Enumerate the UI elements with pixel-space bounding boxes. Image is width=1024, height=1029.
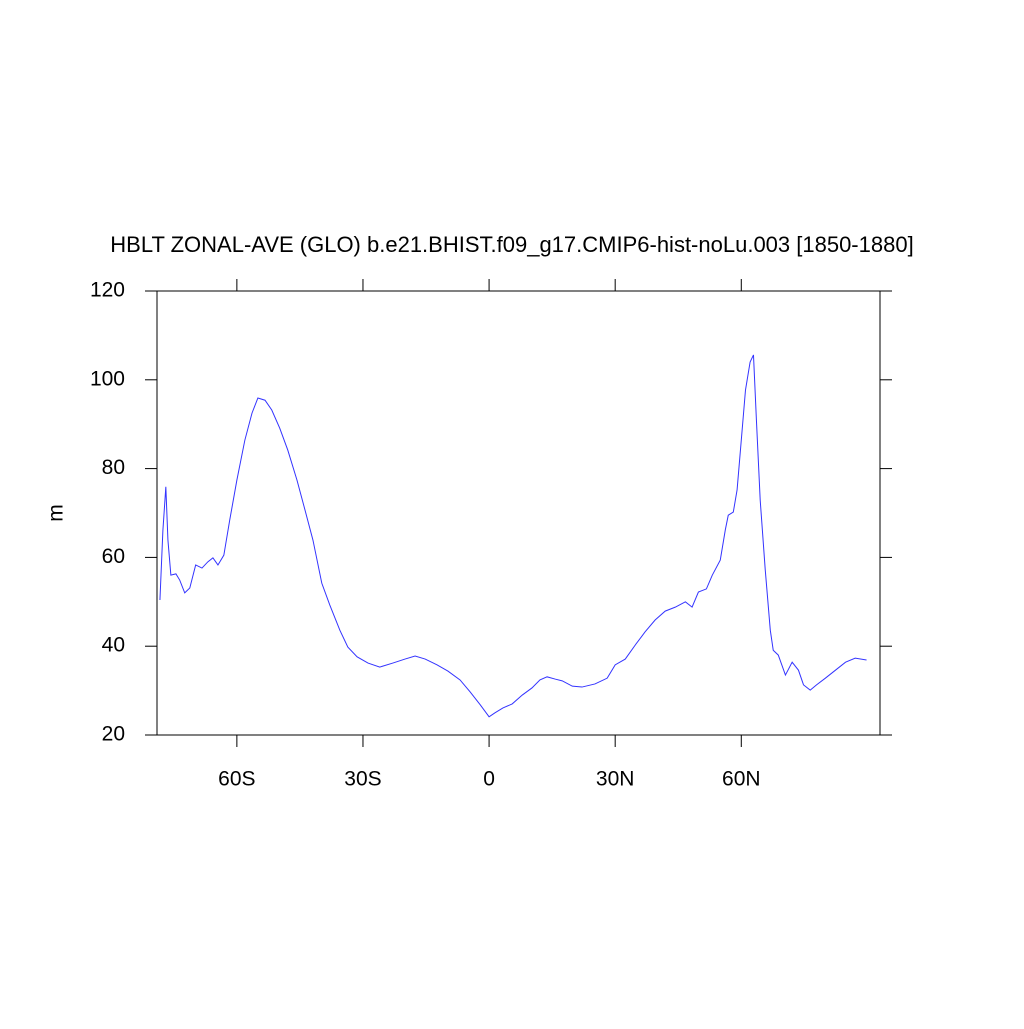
x-tick-label: 60S: [218, 768, 255, 791]
plot-frame: [156, 290, 881, 736]
y-tick-label: 20: [102, 723, 125, 746]
y-tick-label: 60: [102, 545, 125, 568]
y-tick-label: 80: [102, 456, 125, 479]
y-tick-label: 40: [102, 634, 125, 657]
x-tick-label: 60N: [722, 768, 761, 791]
y-tick-label: 120: [90, 279, 125, 302]
y-axis-label: m: [45, 504, 68, 522]
y-tick-label: 100: [90, 367, 125, 390]
data-line: [159, 354, 867, 718]
chart-title: HBLT ZONAL-AVE (GLO) b.e21.BHIST.f09_g17…: [110, 232, 913, 257]
x-tick-label: 0: [483, 768, 495, 791]
x-tick-label: 30N: [596, 768, 635, 791]
x-tick-label: 30S: [344, 768, 381, 791]
